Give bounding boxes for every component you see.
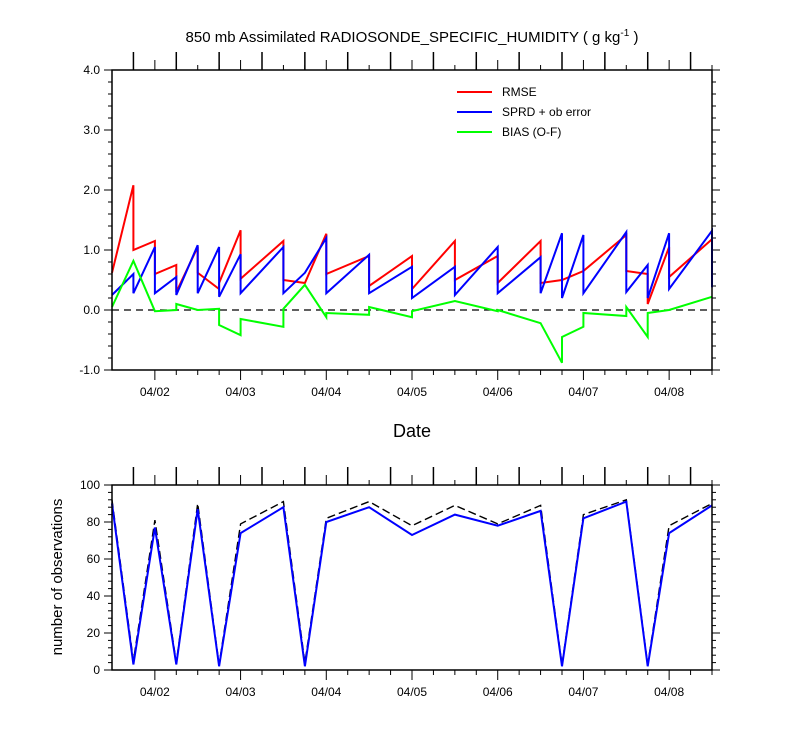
x-tick-label: 04/05 [397,685,427,699]
y-tick-label: 100 [80,478,100,492]
top-chart-frame [111,69,713,371]
series-assimilated-line [111,500,713,667]
y-tick-label: 40 [87,589,101,603]
top-chart-marks: -1.0 0.0 1.0 2.0 3.0 4.0 04/02 04/03 04/04 04/05 0… [79,52,720,399]
x-axis-label: Date [393,421,431,441]
series-possible-line [111,498,713,665]
x-tick-label: 04/02 [140,685,170,699]
bottom-chart: 0 20 40 60 80 100 04/02 04/03 04/04 04/05 04/06 04/… [49,467,720,699]
y-tick-label: 60 [87,552,101,566]
x-tick-label: 04/08 [654,385,684,399]
bottom-chart-frame [111,484,713,671]
legend-label: BIAS (O-F) [502,125,561,139]
y-tick-label: 1.0 [83,243,100,257]
y-tick-label: 4.0 [83,63,100,77]
x-tick-label: 04/04 [311,385,341,399]
y-axis-label: number of observations [49,499,66,656]
x-tick-label: 04/06 [483,685,513,699]
x-tick-label: 04/06 [483,385,513,399]
legend-label: SPRD + ob error [502,105,591,119]
x-tick-label: 04/03 [226,385,256,399]
x-tick-label: 04/03 [226,685,256,699]
y-tick-label: 2.0 [83,183,100,197]
y-tick-label: 3.0 [83,123,100,137]
x-tick-label: 04/05 [397,385,427,399]
series-sprd-ob-error-line [111,227,713,300]
legend: RMSE SPRD + ob error BIAS (O-F) [457,85,591,139]
x-tick-label: 04/02 [140,385,170,399]
series-bias-o-f-line [111,258,713,364]
x-tick-label: 04/07 [568,385,598,399]
y-tick-label: 20 [87,626,101,640]
x-tick-label: 04/04 [311,685,341,699]
top-chart: -1.0 0.0 1.0 2.0 3.0 4.0 04/02 04/03 04/04 04/05 0… [79,52,720,441]
x-tick-label: 04/08 [654,685,684,699]
y-tick-label: 80 [87,515,101,529]
legend-label: RMSE [502,85,537,99]
bottom-chart-marks: 0 20 40 60 80 100 04/02 04/03 04/04 04/05 04/06 04/… [80,467,720,699]
y-tick-label: -1.0 [79,363,100,377]
chart-title: 850 mb Assimilated RADIOSONDE_SPECIFIC_H… [186,28,639,46]
y-tick-label: 0.0 [83,303,100,317]
y-tick-label: 0 [93,663,100,677]
x-tick-label: 04/07 [568,685,598,699]
